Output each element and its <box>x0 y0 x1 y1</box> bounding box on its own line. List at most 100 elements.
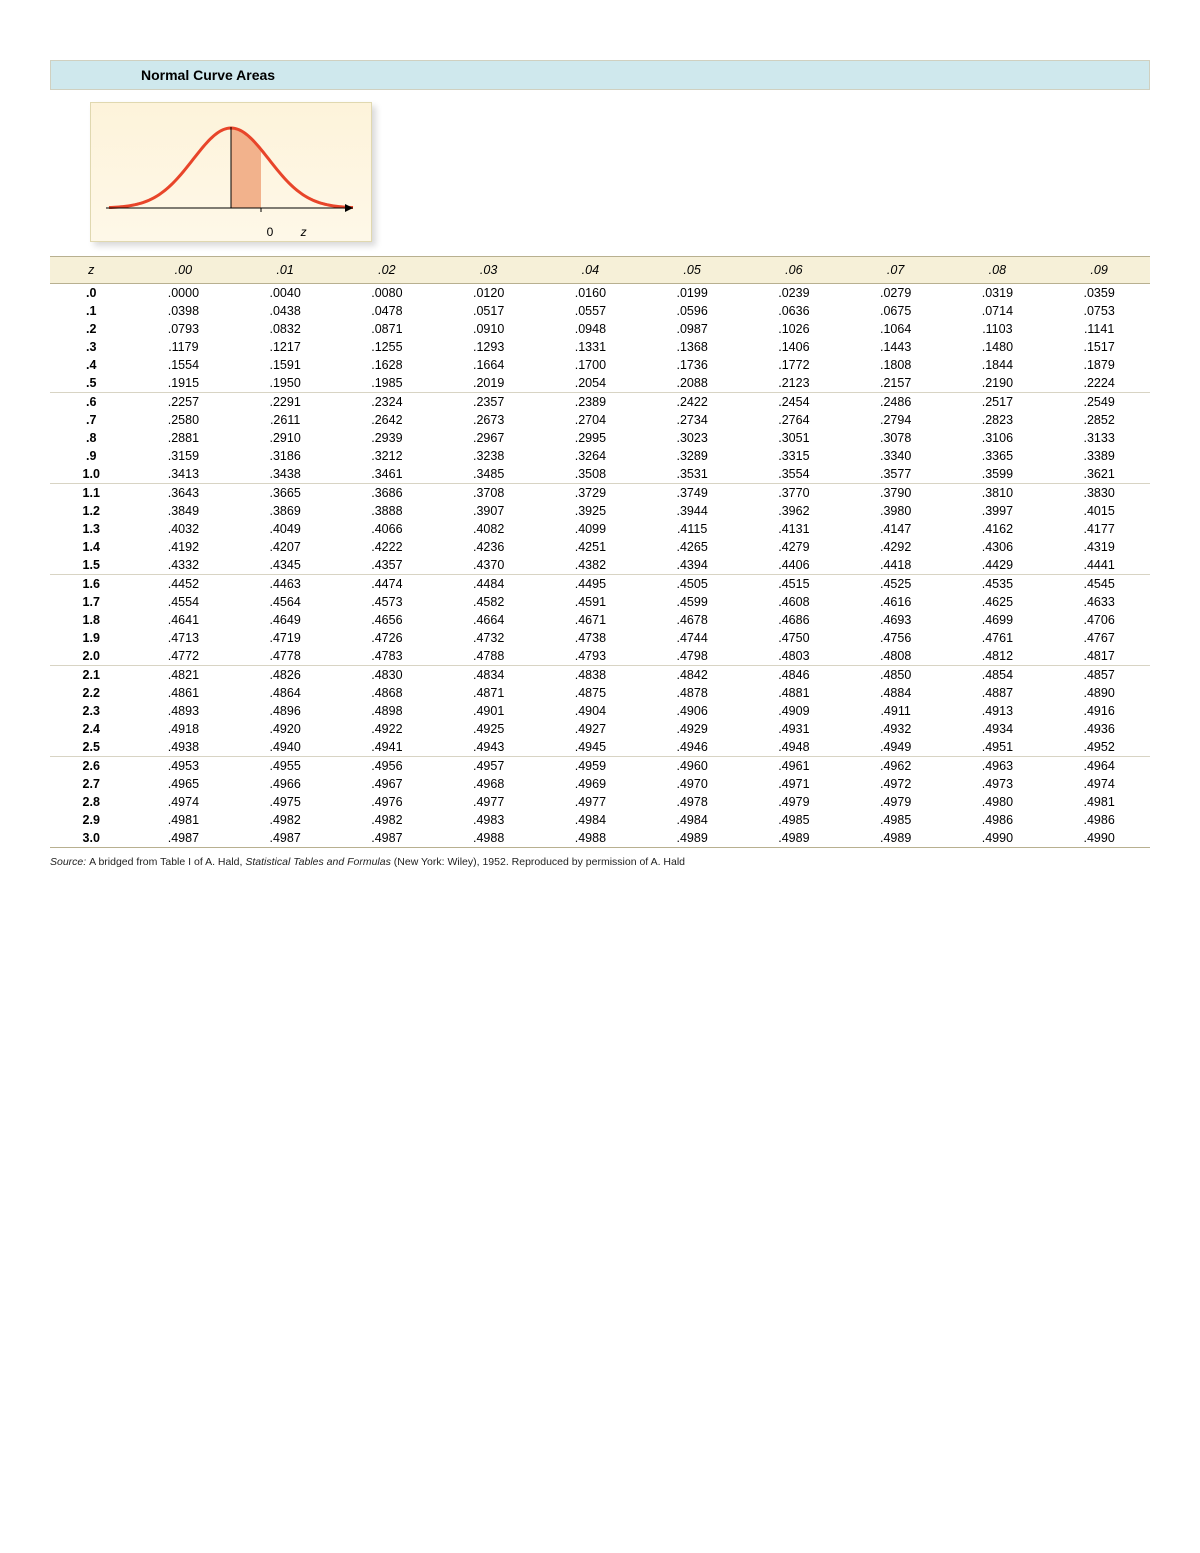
value-cell: .2257 <box>133 393 235 412</box>
table-row: 1.5.4332.4345.4357.4370.4382.4394.4406.4… <box>50 556 1150 575</box>
value-cell: .3315 <box>743 447 845 465</box>
value-cell: .3389 <box>1048 447 1150 465</box>
value-cell: .4967 <box>336 775 438 793</box>
table-row: 2.8.4974.4975.4976.4977.4977.4978.4979.4… <box>50 793 1150 811</box>
value-cell: .4904 <box>540 702 642 720</box>
value-cell: .2422 <box>641 393 743 412</box>
value-cell: .4177 <box>1048 520 1150 538</box>
value-cell: .1141 <box>1048 320 1150 338</box>
value-cell: .4968 <box>438 775 540 793</box>
value-cell: .1179 <box>133 338 235 356</box>
value-cell: .4955 <box>234 757 336 776</box>
value-cell: .1772 <box>743 356 845 374</box>
value-cell: .4147 <box>845 520 947 538</box>
value-cell: .4984 <box>641 811 743 829</box>
value-cell: .4977 <box>540 793 642 811</box>
value-cell: .4850 <box>845 666 947 685</box>
value-cell: .2054 <box>540 374 642 393</box>
value-cell: .4881 <box>743 684 845 702</box>
value-cell: .2910 <box>234 429 336 447</box>
value-cell: .1664 <box>438 356 540 374</box>
value-cell: .4861 <box>133 684 235 702</box>
z-cell: 1.0 <box>50 465 133 484</box>
value-cell: .1808 <box>845 356 947 374</box>
col-header-z: z <box>50 257 133 284</box>
table-row: .3.1179.1217.1255.1293.1331.1368.1406.14… <box>50 338 1150 356</box>
z-cell: 2.6 <box>50 757 133 776</box>
value-cell: .4826 <box>234 666 336 685</box>
value-cell: .4306 <box>947 538 1049 556</box>
value-cell: .4963 <box>947 757 1049 776</box>
value-cell: .4834 <box>438 666 540 685</box>
value-cell: .4972 <box>845 775 947 793</box>
value-cell: .2704 <box>540 411 642 429</box>
value-cell: .4830 <box>336 666 438 685</box>
value-cell: .2291 <box>234 393 336 412</box>
value-cell: .3554 <box>743 465 845 484</box>
z-cell: 2.7 <box>50 775 133 793</box>
value-cell: .4726 <box>336 629 438 647</box>
value-cell: .4854 <box>947 666 1049 685</box>
value-cell: .4906 <box>641 702 743 720</box>
z-cell: 1.7 <box>50 593 133 611</box>
value-cell: .4744 <box>641 629 743 647</box>
value-cell: .4931 <box>743 720 845 738</box>
value-cell: .4535 <box>947 575 1049 594</box>
value-cell: .3770 <box>743 484 845 503</box>
value-cell: .4945 <box>540 738 642 757</box>
value-cell: .4941 <box>336 738 438 757</box>
value-cell: .3508 <box>540 465 642 484</box>
value-cell: .4911 <box>845 702 947 720</box>
value-cell: .0279 <box>845 284 947 303</box>
value-cell: .4846 <box>743 666 845 685</box>
value-cell: .2088 <box>641 374 743 393</box>
value-cell: .3438 <box>234 465 336 484</box>
table-group: 1.6.4452.4463.4474.4484.4495.4505.4515.4… <box>50 575 1150 666</box>
value-cell: .4946 <box>641 738 743 757</box>
value-cell: .4898 <box>336 702 438 720</box>
value-cell: .0948 <box>540 320 642 338</box>
value-cell: .4857 <box>1048 666 1150 685</box>
value-cell: .4671 <box>540 611 642 629</box>
value-cell: .3925 <box>540 502 642 520</box>
table-row: 1.7.4554.4564.4573.4582.4591.4599.4608.4… <box>50 593 1150 611</box>
value-cell: .1406 <box>743 338 845 356</box>
value-cell: .1026 <box>743 320 845 338</box>
value-cell: .4732 <box>438 629 540 647</box>
value-cell: .3023 <box>641 429 743 447</box>
value-cell: .2642 <box>336 411 438 429</box>
z-cell: .1 <box>50 302 133 320</box>
axis-labels: 0 z <box>101 223 361 239</box>
value-cell: .4761 <box>947 629 1049 647</box>
value-cell: .3849 <box>133 502 235 520</box>
value-cell: .4887 <box>947 684 1049 702</box>
value-cell: .0793 <box>133 320 235 338</box>
z-cell: 2.4 <box>50 720 133 738</box>
table-group: 2.1.4821.4826.4830.4834.4838.4842.4846.4… <box>50 666 1150 757</box>
z-cell: 1.3 <box>50 520 133 538</box>
value-cell: .3212 <box>336 447 438 465</box>
z-cell: .2 <box>50 320 133 338</box>
value-cell: .3729 <box>540 484 642 503</box>
value-cell: .0160 <box>540 284 642 303</box>
table-row: .8.2881.2910.2939.2967.2995.3023.3051.30… <box>50 429 1150 447</box>
value-cell: .4943 <box>438 738 540 757</box>
value-cell: .4525 <box>845 575 947 594</box>
value-cell: .1736 <box>641 356 743 374</box>
table-row: 1.6.4452.4463.4474.4484.4495.4505.4515.4… <box>50 575 1150 594</box>
table-row: 2.2.4861.4864.4868.4871.4875.4878.4881.4… <box>50 684 1150 702</box>
table-row: 1.4.4192.4207.4222.4236.4251.4265.4279.4… <box>50 538 1150 556</box>
value-cell: .4573 <box>336 593 438 611</box>
value-cell: .0832 <box>234 320 336 338</box>
value-cell: .4990 <box>1048 829 1150 848</box>
value-cell: .3106 <box>947 429 1049 447</box>
value-cell: .3643 <box>133 484 235 503</box>
col-header: .06 <box>743 257 845 284</box>
value-cell: .4778 <box>234 647 336 666</box>
value-cell: .2967 <box>438 429 540 447</box>
z-cell: .4 <box>50 356 133 374</box>
value-cell: .3159 <box>133 447 235 465</box>
z-cell: 2.9 <box>50 811 133 829</box>
value-cell: .4817 <box>1048 647 1150 666</box>
value-cell: .1255 <box>336 338 438 356</box>
